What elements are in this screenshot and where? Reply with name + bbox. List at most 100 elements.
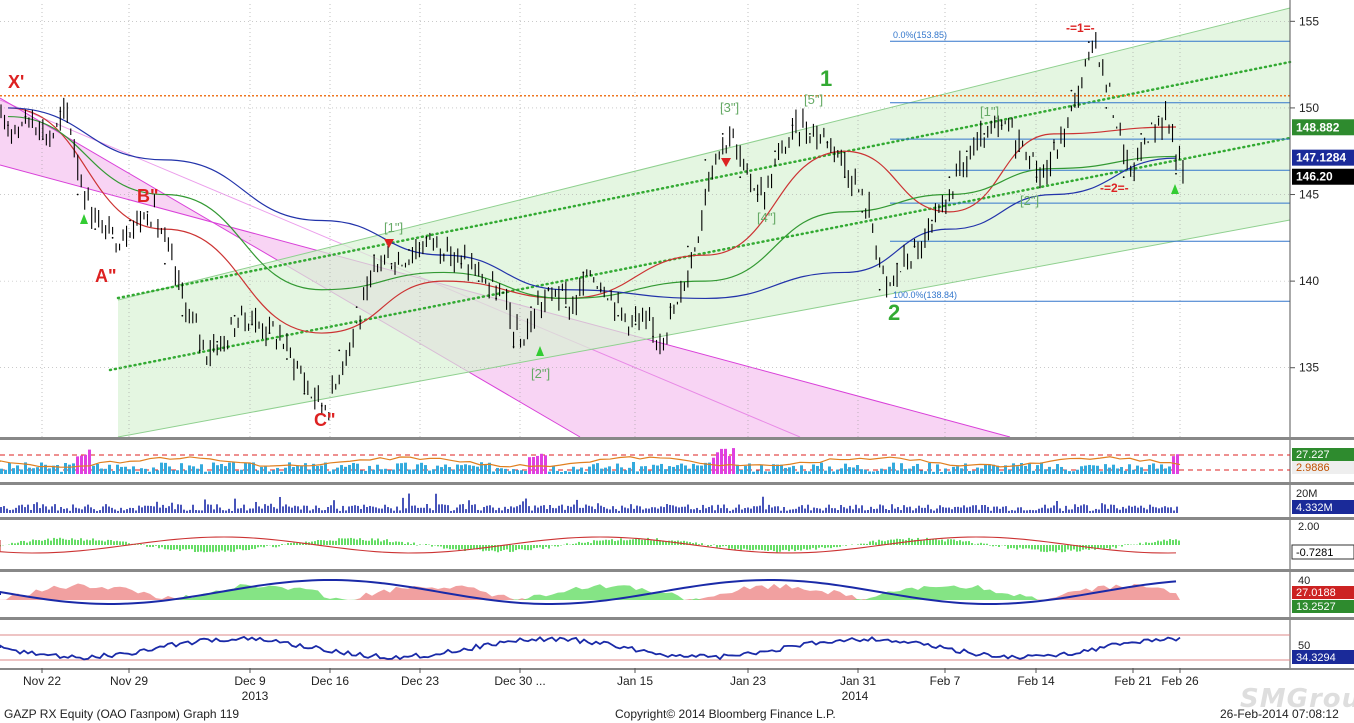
indicator-1-bar: [588, 466, 591, 474]
indicator-1-bar: [48, 468, 51, 474]
bearish-channel-fill: [0, 98, 1010, 437]
indicator-4-tick: 40: [1298, 575, 1310, 587]
indicator-1-bar: [56, 465, 59, 474]
indicator-1-bar: [636, 471, 639, 474]
indicator-1-bar: [872, 471, 875, 474]
indicator-1-bar: [1168, 466, 1171, 474]
sell-marker: [384, 239, 394, 248]
indicator-1-bar: [112, 470, 115, 474]
indicator-1-bar: [472, 465, 475, 474]
indicator-1-bar: [152, 467, 155, 474]
indicator-1-bar: [888, 466, 891, 474]
indicator-1-bar: [564, 471, 567, 474]
indicator-1-bar: [668, 466, 671, 474]
indicator-1-bar: [240, 469, 243, 474]
indicator-1-bar: [768, 471, 771, 474]
indicator-1-bar: [88, 449, 91, 474]
indicator-1-bar: [808, 471, 811, 474]
indicator-1-bar: [416, 464, 419, 474]
indicator-4-tag-bg-0: [1292, 586, 1354, 599]
indicator-1-bar: [332, 469, 335, 474]
close-point: [163, 262, 166, 265]
close-point: [582, 271, 585, 274]
indicator-1-bar: [620, 467, 623, 474]
indicator-1-tag-0: 27.227: [1296, 449, 1330, 461]
indicator-1-bar: [716, 452, 719, 474]
bullish-median-dotted: [116, 60, 1292, 300]
close-point: [965, 150, 968, 153]
indicator-1-tag-bg-1: [1292, 461, 1354, 474]
bullish-channel-fill: [118, 8, 1290, 437]
indicator-1-bar: [84, 454, 87, 474]
indicator-3-tag-bg: [1291, 544, 1354, 560]
panel-divider-2: [0, 517, 1354, 520]
indicator-1-bar: [928, 462, 931, 474]
close-point: [931, 219, 933, 222]
footer-ticker: GAZP RX Equity (ОАО Газпром) Graph 119: [4, 707, 240, 721]
indicator-1-bar: [592, 464, 595, 474]
indicator-1-bar: [864, 469, 867, 474]
indicator-1-bar: [932, 471, 935, 474]
indicator-1-bar: [1044, 469, 1047, 474]
panel-divider-3: [0, 569, 1354, 572]
indicator-1-bar: [844, 463, 847, 474]
buy-marker: [536, 346, 544, 356]
indicator-1-bar: [108, 464, 111, 474]
indicator-1-bar: [856, 465, 859, 474]
indicator-1-bar: [224, 466, 227, 474]
indicator-1-bar: [308, 469, 311, 474]
indicator-1-bar: [1004, 465, 1007, 474]
indicator-1-bar: [640, 466, 643, 474]
indicator-1-bar: [1156, 468, 1159, 474]
wave-label-green-1: 2: [888, 300, 900, 325]
indicator-1-bar: [160, 462, 163, 474]
wave-label-small-3: [4"]: [757, 210, 776, 225]
indicator-1-bar: [884, 469, 887, 474]
indicator-1-bar: [1144, 471, 1147, 474]
indicator-1-bar: [616, 463, 619, 474]
indicator-1-bar: [980, 468, 983, 474]
indicator-1-bar: [812, 464, 815, 474]
x-axis: Nov 22 Nov 29 Dec 9 Dec 16 Dec 23 Dec 30 ... J…: [23, 668, 1199, 703]
indicator-1-bar: [840, 468, 843, 474]
indicator-1-bar: [1068, 471, 1071, 474]
indicator-1-bar: [528, 457, 531, 474]
indicator-1-bar: [656, 465, 659, 474]
indicator-1-bar: [1056, 464, 1059, 474]
wave-label-red-4: -=1=-: [1066, 21, 1095, 35]
x-tick-label-10: Feb 14: [1017, 674, 1055, 688]
indicator-1-bar: [1112, 464, 1115, 474]
indicator-1-tag-bg-0: [1292, 448, 1354, 461]
indicator-1-bar: [324, 462, 327, 474]
price-tag-0: 148.882: [1296, 120, 1340, 134]
indicator-1-bar: [1012, 463, 1015, 474]
y-tick-label-0: 135: [1299, 361, 1319, 375]
price-tag-1: 147.1284: [1296, 151, 1346, 165]
close-point: [233, 314, 236, 317]
x-tick-label-6: Jan 15: [617, 674, 653, 688]
indicator-1-bar: [132, 466, 135, 474]
indicator-1-bar: [1024, 465, 1027, 474]
indicator-1-bar: [576, 469, 579, 474]
indicator-1-bar: [104, 468, 107, 474]
indicator-1-bar: [788, 467, 791, 474]
indicator-1-bar: [964, 463, 967, 474]
close-point: [59, 110, 62, 113]
indicator-1-bar: [412, 469, 415, 474]
close-point: [425, 236, 428, 239]
indicator-1-bar: [220, 463, 223, 474]
indicator-1-bar: [624, 470, 627, 474]
indicator-1-bar: [944, 468, 947, 474]
indicator-1-bar: [392, 469, 395, 474]
indicator-1-bar: [684, 465, 687, 474]
x-tick-label-5: Dec 30 ...: [494, 674, 545, 688]
indicator-1-bar: [248, 462, 251, 474]
indicator-1-bar: [664, 469, 667, 474]
close-point: [861, 210, 864, 213]
indicator-1-bar: [124, 466, 127, 474]
close-point: [512, 346, 515, 348]
indicator-1-bar: [504, 468, 507, 474]
close-point: [41, 138, 44, 140]
indicator-1-bar: [468, 465, 471, 474]
indicator-1-bar: [188, 465, 191, 474]
